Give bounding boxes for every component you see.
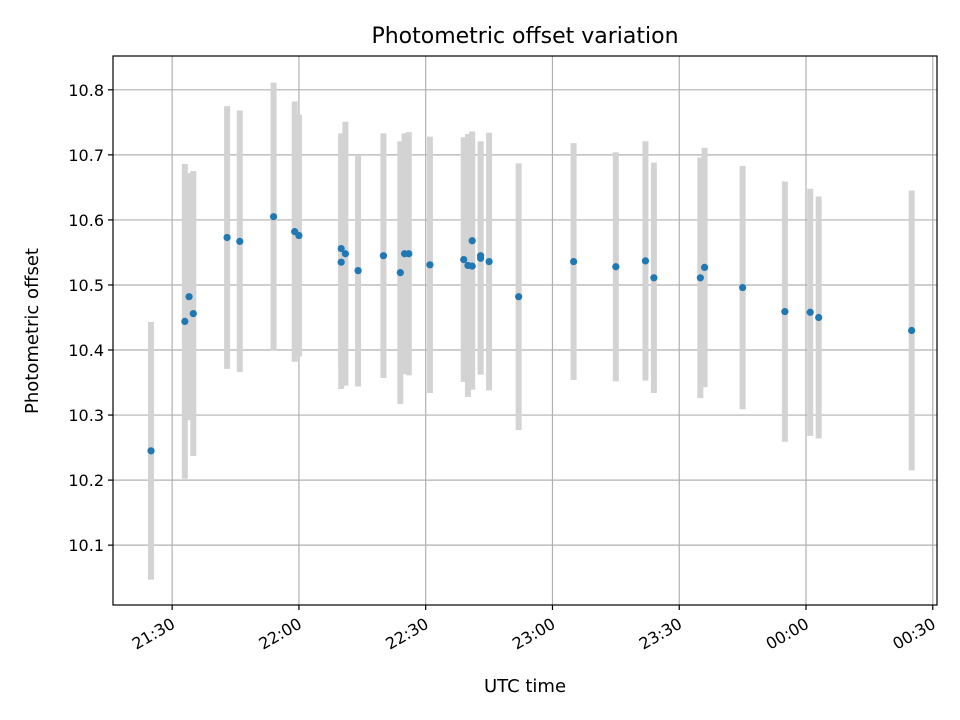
y-tick-label: 10.1 <box>68 536 104 555</box>
data-point <box>696 274 704 282</box>
y-tick-label: 10.4 <box>68 341 104 360</box>
data-point <box>700 263 709 272</box>
data-point <box>806 308 814 316</box>
data-point <box>147 447 155 455</box>
data-point <box>396 269 404 277</box>
data-point <box>185 293 193 301</box>
data-point <box>337 258 345 266</box>
data-point <box>612 263 620 271</box>
data-point <box>223 233 231 242</box>
data-point <box>641 257 650 265</box>
data-point <box>460 255 468 264</box>
y-tick-label: 10.5 <box>68 276 104 295</box>
data-point <box>739 283 747 292</box>
data-point <box>468 237 476 245</box>
y-axis-label: Photometric offset <box>22 248 43 414</box>
data-points <box>147 213 916 455</box>
data-point <box>405 250 413 258</box>
data-point <box>477 252 485 260</box>
data-point <box>269 213 278 221</box>
data-point <box>236 237 244 245</box>
y-tick-label: 10.7 <box>68 146 104 165</box>
chart-title: Photometric offset variation <box>371 24 678 49</box>
y-tick-label: 10.3 <box>68 406 104 425</box>
data-point <box>815 313 823 322</box>
data-point <box>337 244 345 253</box>
data-point <box>515 293 523 301</box>
data-point <box>485 257 493 266</box>
data-point <box>781 308 789 316</box>
data-point <box>295 231 303 240</box>
data-point <box>650 274 658 282</box>
data-point <box>181 317 189 325</box>
data-point <box>908 326 916 335</box>
plot-frame <box>112 55 938 606</box>
y-tick-label: 10.6 <box>68 211 104 230</box>
y-axis-ticks: 10.1 10.2 10.3 10.4 10.5 10.6 10.7 10.8 <box>68 81 113 555</box>
y-tick-label: 10.2 <box>68 471 104 490</box>
data-point <box>426 261 434 269</box>
x-axis-label: UTC time <box>484 676 566 697</box>
y-tick-label: 10.8 <box>68 81 104 100</box>
data-point <box>189 309 197 318</box>
data-point <box>379 252 388 260</box>
data-point <box>354 267 362 275</box>
data-point <box>468 262 476 270</box>
data-point <box>569 257 578 266</box>
data-point <box>341 250 350 258</box>
grid-lines <box>113 56 937 605</box>
